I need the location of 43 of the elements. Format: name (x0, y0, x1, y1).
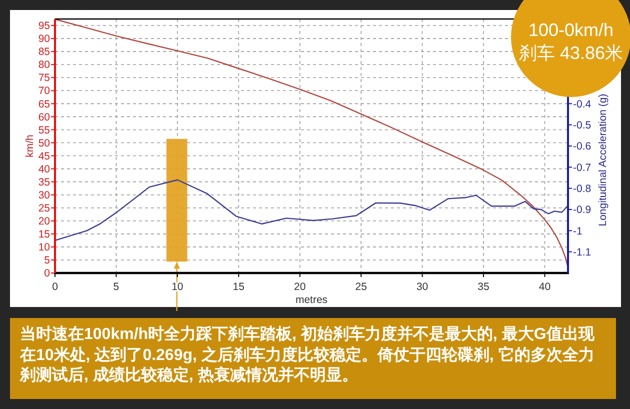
y2-tick-label: -1.1 (573, 246, 592, 258)
annotation: 刹车 43.86米 (518, 43, 624, 63)
y-tick-label: 20 (38, 215, 50, 228)
y-tick-label: 10 (38, 242, 50, 254)
line-series (54, 179, 568, 241)
y-tick-label: 75 (38, 72, 50, 84)
y-tick-label: 45 (38, 150, 50, 162)
x-tick-label: 20 (294, 281, 306, 293)
x-tick-label: 15 (232, 281, 245, 293)
y-tick-label: 30 (38, 189, 50, 202)
y-axis-title: km/h (24, 134, 36, 158)
y-tick-label: 5 (44, 254, 50, 267)
y2-tick-label: -0.8 (573, 182, 592, 195)
y2-axis-title: Longitudinal Acceleration (g) (597, 94, 609, 226)
y-tick-label: 50 (38, 137, 50, 150)
x-tick-label: 40 (538, 281, 551, 293)
x-tick-label: 0 (52, 281, 58, 293)
x-tick-label: 25 (355, 281, 368, 293)
annotation: 100-0km/h (528, 20, 614, 40)
x-tick-label: 5 (113, 281, 120, 293)
x-tick-label: 35 (478, 281, 490, 293)
x-axis-title: metres (295, 294, 328, 306)
y2-tick-label: -0.4 (573, 98, 592, 110)
y-tick-label: 35 (38, 176, 50, 188)
y-tick-label: 70 (38, 85, 50, 98)
y-tick-label: 90 (38, 33, 50, 46)
y-tick-label: 55 (38, 124, 50, 136)
y-tick-label: 15 (38, 228, 50, 241)
text: 当时速在100km/h时全力踩下刹车踏板, 初始刹车力度并不是最大的, 最大G值出现在10米处, 达到了0.269g, 之后刹车力度比较稳定。倚仗于四轮碟刹, 它的多次全力刹测试后, 成绩比较稳定, 热衰减情况并不明显。 (10, 318, 616, 399)
y2-tick-label: -0.7 (573, 162, 592, 174)
x-tick-label: 30 (416, 281, 428, 293)
y-tick-label: 40 (38, 163, 50, 176)
y-tick-label: 95 (38, 20, 50, 32)
y-tick-label: 60 (38, 111, 50, 124)
y-tick-label: 0 (44, 268, 50, 280)
y2-tick-label: -0.6 (573, 140, 592, 153)
y2-tick-label: -0.9 (573, 204, 592, 216)
y-tick-label: 65 (38, 98, 50, 110)
y-tick-label: 85 (38, 46, 50, 58)
y2-tick-label: -1 (573, 225, 582, 238)
y-tick-label: 25 (38, 202, 50, 214)
y-tick-label: 80 (38, 59, 50, 72)
y2-tick-label: -0.5 (573, 119, 592, 132)
